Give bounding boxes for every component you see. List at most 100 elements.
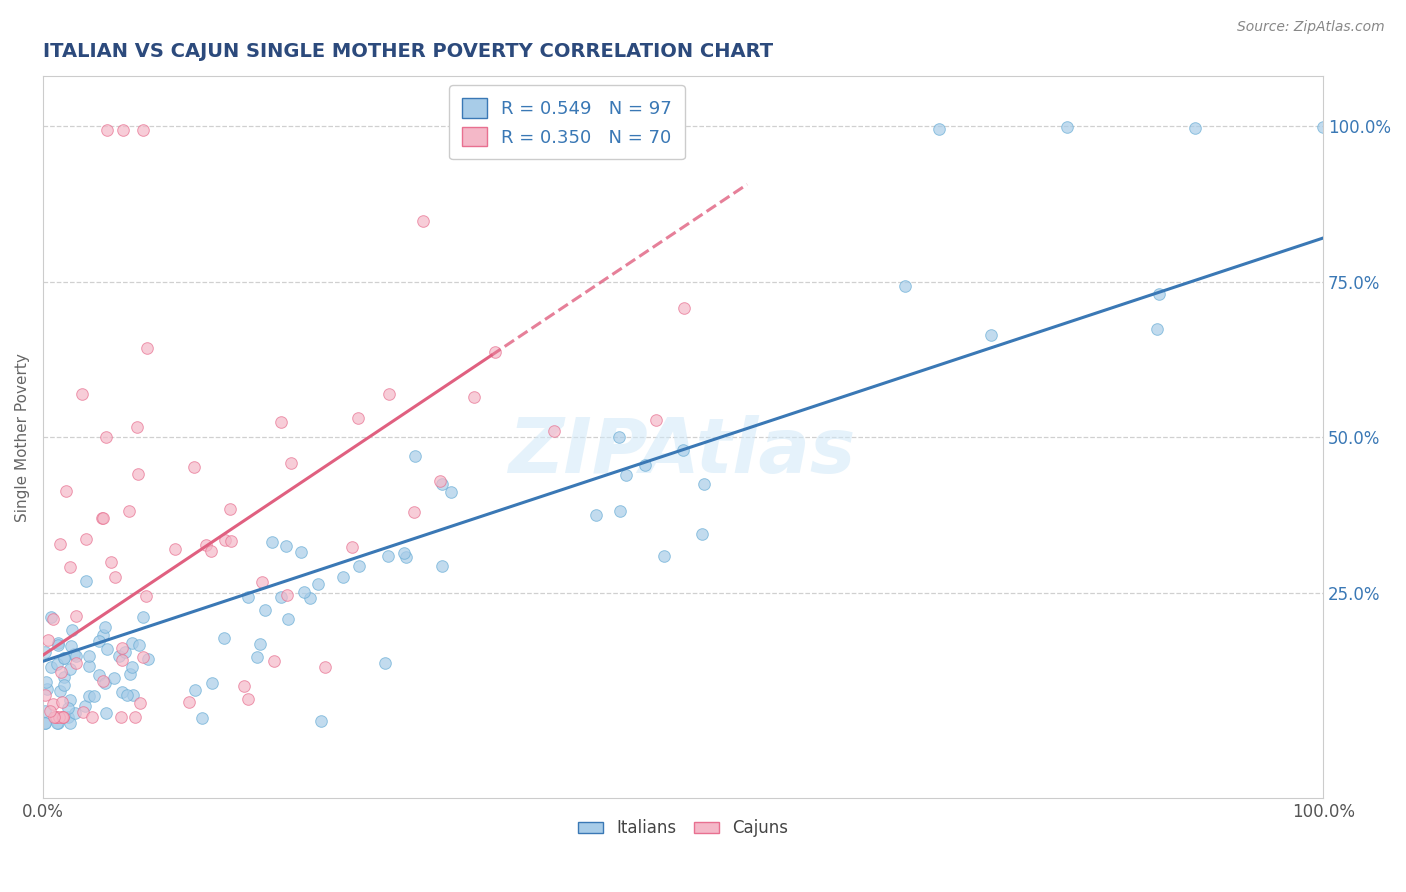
Point [117,504,139,518]
Point [128,638,150,652]
Point [65,656,87,670]
Point [347,558,370,573]
Point [111,685,134,699]
Point [80,710,103,724]
Point [35,675,58,690]
Point [392,546,415,560]
Point [52,670,75,684]
Point [87,634,110,648]
Point [52,710,75,724]
Point [276,539,298,553]
Point [46,715,69,730]
Point [65,609,87,624]
Point [246,649,269,664]
Point [212,631,235,645]
Point [1147,286,1170,301]
Point [34,716,56,731]
Point [270,415,292,429]
Point [262,535,284,549]
Point [276,588,298,602]
Text: ZIPAtlas: ZIPAtlas [509,415,856,489]
Point [928,122,950,136]
Point [165,541,187,556]
Point [53,651,76,665]
Point [430,476,453,491]
Point [692,476,714,491]
Point [48,536,70,550]
Point [377,549,399,563]
Point [124,710,146,724]
Point [107,648,129,663]
Point [132,123,155,137]
Point [91,510,114,524]
Point [238,590,260,604]
Point [111,652,134,666]
Point [115,688,138,702]
Point [34,704,56,718]
Point [91,674,114,689]
Point [59,693,82,707]
Point [219,501,242,516]
Point [63,648,86,662]
Point [73,699,96,714]
Point [65,649,87,664]
Point [191,711,214,725]
Point [48,710,70,724]
Point [46,635,69,649]
Point [90,510,112,524]
Point [307,577,329,591]
Text: ITALIAN VS CAJUN SINGLE MOTHER POVERTY CORRELATION CHART: ITALIAN VS CAJUN SINGLE MOTHER POVERTY C… [44,42,773,61]
Point [45,710,67,724]
Point [314,660,336,674]
Point [177,695,200,709]
Point [233,679,256,693]
Point [378,386,401,401]
Point [292,585,315,599]
Point [585,508,607,523]
Point [263,654,285,668]
Point [110,710,132,724]
Point [672,301,695,315]
Point [136,651,159,665]
Point [34,716,56,731]
Point [60,640,83,654]
Point [60,623,83,637]
Point [201,675,224,690]
Point [34,689,56,703]
Point [77,659,100,673]
Point [96,641,118,656]
Point [219,534,242,549]
Point [49,684,72,698]
Point [52,651,75,665]
Point [404,450,426,464]
Point [1146,322,1168,336]
Point [63,706,86,721]
Point [111,641,134,656]
Point [59,662,82,676]
Point [75,574,97,588]
Point [87,668,110,682]
Point [122,689,145,703]
Point [236,691,259,706]
Point [184,683,207,698]
Point [35,681,58,696]
Point [83,689,105,703]
Point [94,620,117,634]
Point [59,559,82,574]
Point [100,556,122,570]
Point [980,327,1002,342]
Point [200,544,222,558]
Point [412,213,434,227]
Y-axis label: Single Mother Poverty: Single Mother Poverty [15,352,30,522]
Point [46,638,69,652]
Point [132,650,155,665]
Point [42,710,65,724]
Point [194,538,217,552]
Point [51,665,73,680]
Point [429,474,451,488]
Point [270,590,292,604]
Point [114,645,136,659]
Point [75,533,97,547]
Point [41,612,63,626]
Point [104,570,127,584]
